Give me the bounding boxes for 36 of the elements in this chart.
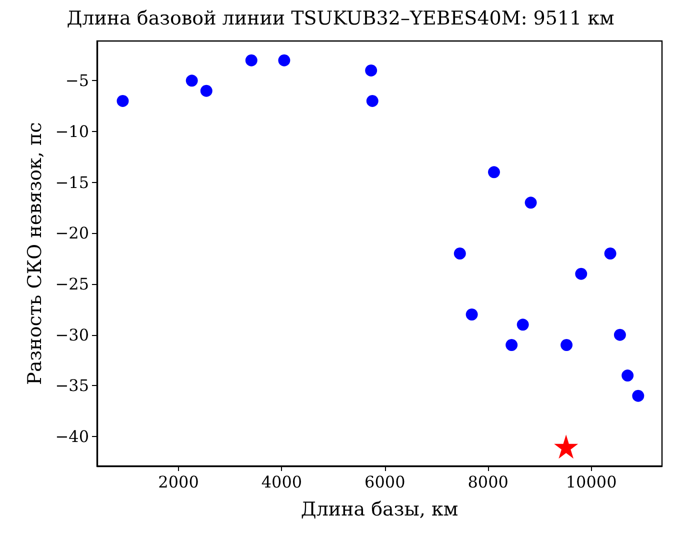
point <box>278 54 290 66</box>
point <box>614 328 626 341</box>
point <box>604 248 616 260</box>
y-axis-title: Разность СКО невязок, пс <box>24 122 46 385</box>
point <box>466 308 478 320</box>
point <box>365 64 378 76</box>
point <box>454 248 466 260</box>
point <box>245 54 258 66</box>
point <box>200 84 212 97</box>
point <box>524 196 537 209</box>
chart-title: Длина базовой линии TSUKUB32–YEBES40M: 9511 км <box>66 8 615 30</box>
point <box>554 434 578 459</box>
x-tick-label: 2000 <box>158 472 199 492</box>
point <box>622 370 634 382</box>
y-tick-label: −20 <box>55 224 89 243</box>
y-tick-label: −40 <box>55 427 89 446</box>
y-tick-label: −35 <box>55 376 89 396</box>
x-tick-label: 10000 <box>566 472 617 492</box>
y-tick-label: −15 <box>55 172 89 192</box>
point <box>560 339 573 352</box>
x-tick-label: 6000 <box>364 472 406 492</box>
x-tick-label: 4000 <box>261 472 302 492</box>
y-tick-label: −25 <box>55 274 89 294</box>
point <box>506 339 518 352</box>
point <box>116 94 129 107</box>
point <box>632 390 644 402</box>
point <box>575 268 588 280</box>
y-tick-label: −5 <box>65 71 89 90</box>
x-axis-title: Длина базы, км <box>300 498 458 520</box>
y-tick-label: −10 <box>55 122 89 141</box>
point <box>186 74 198 87</box>
point <box>516 318 529 331</box>
point <box>488 166 500 178</box>
x-tick-label: 8000 <box>468 472 508 492</box>
point <box>366 94 378 107</box>
y-tick-label: −30 <box>55 325 89 344</box>
